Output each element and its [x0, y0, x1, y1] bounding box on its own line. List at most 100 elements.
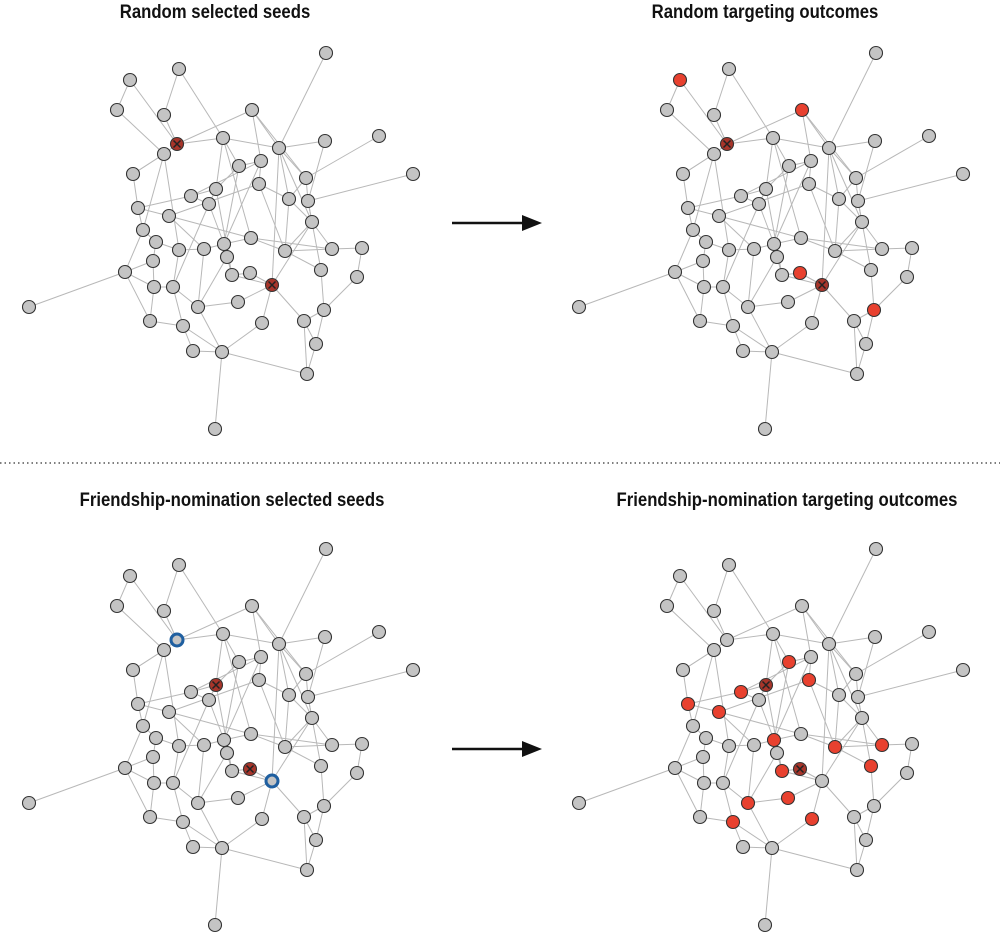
- network-node: [142, 809, 158, 825]
- network-edge: [303, 816, 308, 871]
- network-edge: [801, 109, 812, 162]
- network-edge: [271, 717, 313, 782]
- network-edge: [190, 656, 262, 693]
- adopted-node: [866, 302, 882, 318]
- seed-x-icon: [795, 764, 805, 774]
- network-edge: [687, 195, 742, 209]
- network-edge: [821, 284, 855, 322]
- network-edge: [857, 140, 876, 202]
- network-node: [214, 344, 230, 360]
- network-edge: [28, 271, 126, 308]
- network-edge: [124, 725, 144, 769]
- network-edge: [771, 351, 858, 375]
- network-edge: [222, 633, 280, 645]
- network-edge: [278, 52, 327, 149]
- network-node: [299, 366, 315, 382]
- network-node: [281, 191, 297, 207]
- network-node: [774, 267, 790, 283]
- network-edge: [258, 183, 286, 252]
- network-node: [698, 730, 714, 746]
- network-node: [794, 598, 810, 614]
- network-node: [715, 279, 731, 295]
- network-node: [849, 366, 865, 382]
- network-edge: [278, 147, 290, 200]
- network-edge: [278, 643, 313, 719]
- network-edge: [176, 633, 224, 641]
- network-node: [208, 181, 224, 197]
- adopted-node: [711, 704, 727, 720]
- adopted-node: [725, 814, 741, 830]
- network-node: [135, 222, 151, 238]
- network-node: [296, 313, 312, 329]
- network-edge: [116, 605, 165, 651]
- network-node: [831, 687, 847, 703]
- network-node: [215, 130, 231, 146]
- network-node: [231, 654, 247, 670]
- network-edge: [728, 68, 774, 139]
- network-edge: [197, 248, 205, 308]
- network-node: [201, 692, 217, 708]
- network-node: [109, 102, 125, 118]
- network-node: [146, 775, 162, 791]
- network-node: [685, 718, 701, 734]
- network-edge: [772, 633, 830, 645]
- network-node: [316, 798, 332, 814]
- network-node: [868, 541, 884, 557]
- network-node: [854, 710, 870, 726]
- network-edge: [124, 767, 151, 818]
- network-node: [130, 200, 146, 216]
- network-edge: [163, 68, 180, 116]
- network-node: [142, 313, 158, 329]
- network-node: [803, 153, 819, 169]
- network-edge: [687, 691, 742, 705]
- network-node: [183, 188, 199, 204]
- network-edge: [221, 847, 308, 871]
- network-node: [171, 557, 187, 573]
- network-node: [271, 636, 287, 652]
- network-node: [171, 738, 187, 754]
- network-edge: [747, 256, 778, 308]
- network-node: [254, 811, 270, 827]
- network-edge: [116, 109, 165, 155]
- network-node: [821, 636, 837, 652]
- network-node: [230, 790, 246, 806]
- network-node: [803, 649, 819, 665]
- network-edge: [251, 109, 262, 162]
- network-node: [692, 809, 708, 825]
- network-edge: [828, 52, 877, 149]
- network-node: [793, 726, 809, 742]
- network-node: [695, 253, 711, 269]
- network-edge: [278, 636, 326, 645]
- network-node: [874, 241, 890, 257]
- network-node: [696, 279, 712, 295]
- network-edge: [674, 725, 694, 769]
- network-node: [831, 191, 847, 207]
- seed-x-icon: [761, 680, 771, 690]
- network-node: [251, 672, 267, 688]
- network-edge: [172, 699, 210, 784]
- network-edge: [713, 68, 730, 116]
- network-node: [313, 758, 329, 774]
- adopted-node: [766, 732, 782, 748]
- network-node: [721, 557, 737, 573]
- network-node: [298, 666, 314, 682]
- network-node: [175, 318, 191, 334]
- network-edge: [182, 325, 223, 353]
- network-node: [698, 234, 714, 250]
- network-edge: [718, 711, 802, 735]
- network-edge: [215, 633, 224, 686]
- adopted-node: [780, 790, 796, 806]
- network-edge: [808, 679, 836, 748]
- network-node: [156, 146, 172, 162]
- network-node: [675, 662, 691, 678]
- adopted-node: [774, 763, 790, 779]
- network-node: [304, 214, 320, 230]
- network-node: [769, 745, 785, 761]
- network-edge: [732, 325, 773, 353]
- network-node: [117, 760, 133, 776]
- network-edge: [578, 767, 676, 804]
- network-node: [296, 809, 312, 825]
- network-node: [354, 240, 370, 256]
- network-edge: [747, 744, 755, 804]
- network-node: [866, 798, 882, 814]
